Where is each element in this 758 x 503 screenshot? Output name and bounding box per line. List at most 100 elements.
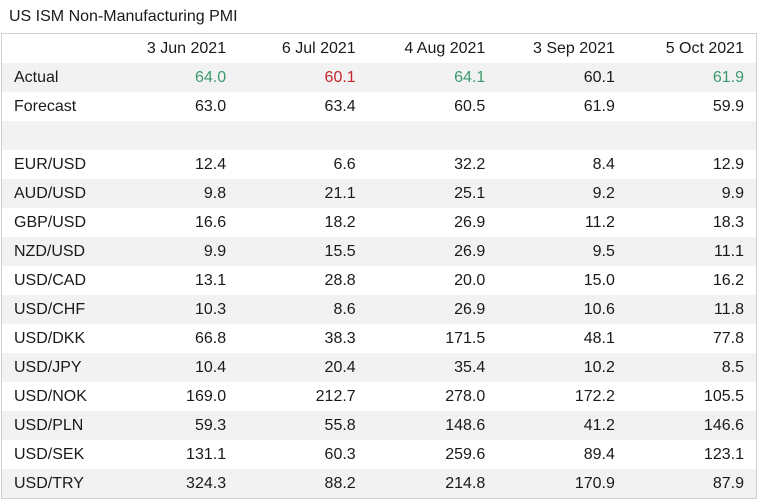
table-cell: 10.2 bbox=[583, 358, 615, 376]
table-cell: 18.2 bbox=[324, 213, 356, 231]
table-cell: 12.9 bbox=[712, 155, 744, 173]
table-cell: 10.6 bbox=[583, 300, 615, 318]
row-label: USD/JPY bbox=[14, 358, 82, 376]
column-header: 4 Aug 2021 bbox=[404, 39, 486, 57]
table-cell: 16.6 bbox=[194, 213, 227, 231]
table-cell: 11.8 bbox=[714, 300, 744, 318]
table-cell: 148.6 bbox=[445, 416, 486, 434]
table-row: GBP/USD 16.6 18.2 26.9 11.2 18.3 bbox=[2, 208, 757, 237]
table-cell: 61.9 bbox=[583, 97, 615, 115]
table-cell: 20.4 bbox=[324, 358, 356, 376]
table-cell: 21.1 bbox=[324, 184, 356, 202]
table-cell: 171.5 bbox=[445, 329, 486, 347]
table-cell: 8.4 bbox=[592, 155, 615, 173]
row-label: USD/SEK bbox=[14, 445, 85, 463]
table-cell: 9.2 bbox=[592, 184, 615, 202]
table-cell: 131.1 bbox=[186, 445, 227, 463]
table-cell: 16.2 bbox=[712, 271, 744, 289]
table-cell: 212.7 bbox=[315, 387, 356, 405]
table-cell: 60.5 bbox=[454, 97, 486, 115]
table-row: USD/TRY 324.3 88.2 214.8 170.9 87.9 bbox=[1, 469, 757, 499]
table-cell: 60.1 bbox=[583, 68, 615, 86]
header-corner bbox=[2, 34, 109, 64]
table-cell: 11.2 bbox=[584, 213, 615, 231]
table-cell: 10.3 bbox=[194, 300, 227, 318]
table-cell: 324.3 bbox=[186, 474, 227, 492]
table-row: USD/NOK 169.0 212.7 278.0 172.2 105.5 bbox=[2, 382, 757, 411]
table-row: USD/CHF 10.3 8.6 26.9 10.6 11.8 bbox=[1, 295, 757, 324]
table-cell: 26.9 bbox=[454, 242, 486, 260]
table-cell: 41.2 bbox=[583, 416, 615, 434]
row-label: GBP/USD bbox=[14, 213, 87, 231]
table-cell: 35.4 bbox=[454, 358, 486, 376]
table-cell: 28.8 bbox=[324, 271, 356, 289]
row-label bbox=[2, 121, 109, 150]
row-label: Actual bbox=[14, 68, 59, 86]
table-cell: 55.8 bbox=[324, 416, 356, 434]
table-cell: 214.8 bbox=[445, 474, 486, 492]
table-row: Actual 64.0 60.1 64.1 60.1 61.9 bbox=[1, 63, 757, 92]
table-cell: 60.1 bbox=[324, 68, 356, 86]
table-cell: 12.4 bbox=[194, 155, 227, 173]
header-row: 3 Jun 2021 6 Jul 2021 4 Aug 2021 3 Sep 2… bbox=[2, 34, 757, 64]
table-cell: 25.1 bbox=[454, 184, 486, 202]
table-cell: 38.3 bbox=[324, 329, 356, 347]
table-row: Forecast 63.0 63.4 60.5 61.9 59.9 bbox=[2, 92, 757, 121]
table-cell: 123.1 bbox=[703, 445, 744, 463]
table-cell: 172.2 bbox=[574, 387, 615, 405]
table-cell: 8.5 bbox=[721, 358, 744, 376]
table-cell: 61.9 bbox=[712, 68, 744, 86]
table-cell: 10.4 bbox=[194, 358, 227, 376]
column-header: 3 Sep 2021 bbox=[533, 39, 615, 57]
table-cell: 66.8 bbox=[194, 329, 227, 347]
table-cell: 259.6 bbox=[445, 445, 486, 463]
table-cell: 15.5 bbox=[324, 242, 356, 260]
table-cell: 64.1 bbox=[454, 68, 486, 86]
table-cell: 32.2 bbox=[454, 155, 486, 173]
row-label: USD/NOK bbox=[14, 387, 87, 405]
row-label: EUR/USD bbox=[14, 155, 87, 173]
table-row: USD/SEK 131.1 60.3 259.6 89.4 123.1 bbox=[2, 440, 757, 469]
column-header: 5 Oct 2021 bbox=[665, 39, 744, 57]
table-row: USD/JPY 10.4 20.4 35.4 10.2 8.5 bbox=[1, 353, 757, 382]
table-title: US ISM Non-Manufacturing PMI bbox=[9, 8, 238, 25]
table-cell: 9.8 bbox=[203, 184, 227, 202]
table-cell: 59.3 bbox=[194, 416, 227, 434]
row-label: NZD/USD bbox=[14, 242, 86, 260]
table-cell: 60.3 bbox=[324, 445, 356, 463]
table-row bbox=[1, 121, 757, 150]
table-cell bbox=[627, 121, 757, 150]
row-label: USD/DKK bbox=[14, 329, 86, 347]
table-row: AUD/USD 9.8 21.1 25.1 9.2 9.9 bbox=[1, 179, 757, 208]
table-cell bbox=[497, 121, 627, 150]
table-cell: 20.0 bbox=[454, 271, 486, 289]
table-cell: 87.9 bbox=[712, 474, 744, 492]
table-cell: 170.9 bbox=[574, 474, 615, 492]
table-cell: 8.6 bbox=[333, 300, 356, 318]
row-label: USD/PLN bbox=[14, 416, 84, 434]
table-cell: 48.1 bbox=[583, 329, 615, 347]
table-row: EUR/USD 12.4 6.6 32.2 8.4 12.9 bbox=[2, 150, 757, 179]
row-label: AUD/USD bbox=[14, 184, 87, 202]
table-cell: 6.6 bbox=[333, 155, 356, 173]
table-cell: 9.9 bbox=[203, 242, 227, 260]
table-cell: 88.2 bbox=[324, 474, 356, 492]
table-row: USD/CAD 13.1 28.8 20.0 15.0 16.2 bbox=[2, 266, 757, 295]
row-label: USD/CAD bbox=[14, 271, 87, 289]
table-cell: 64.0 bbox=[194, 68, 227, 86]
row-label: USD/CHF bbox=[14, 300, 86, 318]
table-cell: 146.6 bbox=[703, 416, 744, 434]
column-header: 3 Jun 2021 bbox=[146, 39, 227, 57]
table-cell: 26.9 bbox=[454, 300, 486, 318]
table-cell: 63.0 bbox=[194, 97, 227, 115]
row-label: USD/TRY bbox=[14, 474, 84, 492]
table-cell: 11.1 bbox=[714, 242, 744, 260]
table-cell: 59.9 bbox=[712, 97, 744, 115]
table-cell bbox=[238, 121, 368, 150]
table-row: USD/PLN 59.3 55.8 148.6 41.2 146.6 bbox=[1, 411, 757, 440]
column-header: 6 Jul 2021 bbox=[281, 39, 356, 57]
table-cell: 77.8 bbox=[712, 329, 744, 347]
table-cell bbox=[368, 121, 498, 150]
table-cell: 13.1 bbox=[194, 271, 227, 289]
table-cell: 63.4 bbox=[324, 97, 356, 115]
